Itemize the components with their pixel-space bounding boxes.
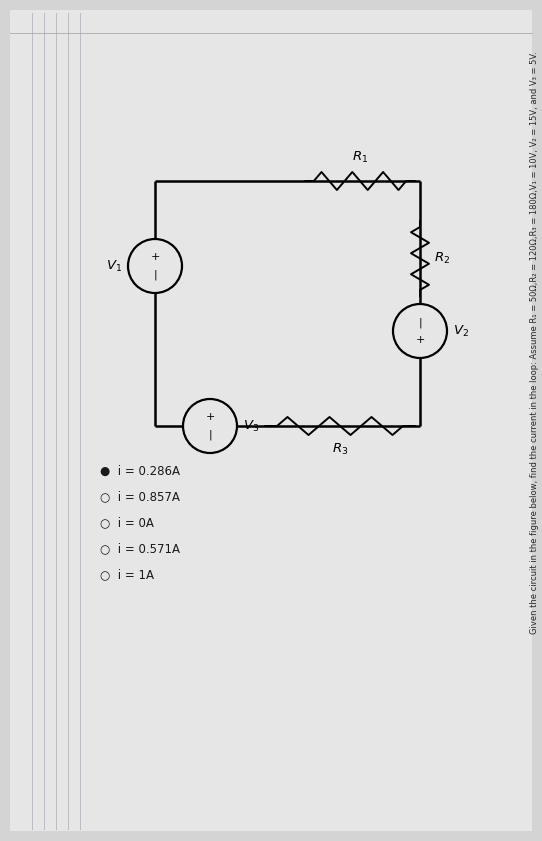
Text: +: + xyxy=(205,412,215,422)
Text: ○  i = 0.857A: ○ i = 0.857A xyxy=(100,490,180,504)
Text: Given the circuit in the figure below, find the current in the loop: Assume R₁ =: Given the circuit in the figure below, f… xyxy=(530,51,539,633)
Text: |: | xyxy=(208,430,212,440)
Text: +: + xyxy=(150,252,160,262)
Text: $R_2$: $R_2$ xyxy=(434,251,450,266)
Text: ○  i = 0A: ○ i = 0A xyxy=(100,516,154,530)
Text: ●  i = 0.286A: ● i = 0.286A xyxy=(100,464,180,478)
Circle shape xyxy=(128,239,182,293)
Circle shape xyxy=(183,399,237,453)
Circle shape xyxy=(393,304,447,358)
Text: |: | xyxy=(418,317,422,328)
Text: $V_1$: $V_1$ xyxy=(106,258,122,273)
Text: |: | xyxy=(153,269,157,280)
Text: +: + xyxy=(415,335,425,345)
Text: $R_1$: $R_1$ xyxy=(352,150,368,165)
Text: ○  i = 0.571A: ○ i = 0.571A xyxy=(100,542,180,556)
FancyBboxPatch shape xyxy=(10,10,532,831)
Text: $V_3$: $V_3$ xyxy=(243,419,259,434)
Text: $R_3$: $R_3$ xyxy=(332,442,348,458)
Text: $V_2$: $V_2$ xyxy=(453,324,469,339)
Text: ○  i = 1A: ○ i = 1A xyxy=(100,569,154,581)
